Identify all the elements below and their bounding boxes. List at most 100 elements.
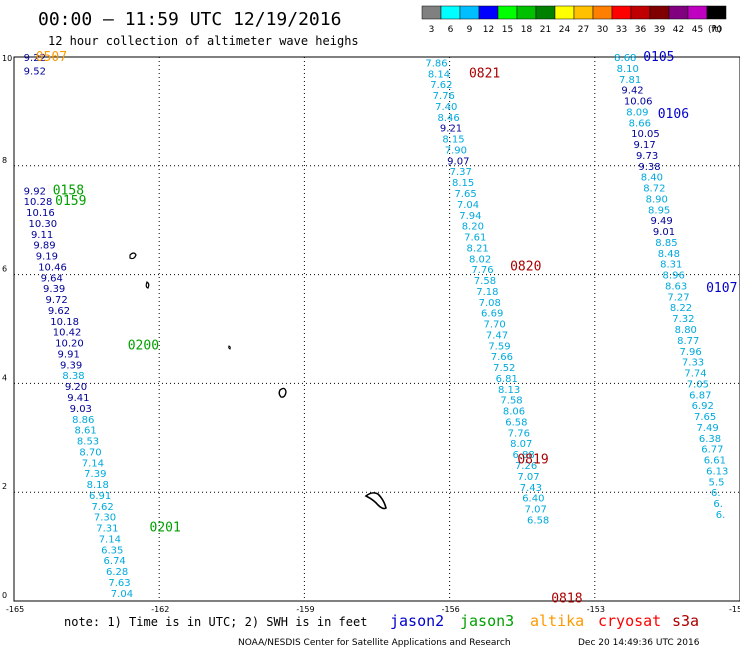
pass-time-s3a: 0819 bbox=[517, 453, 548, 468]
swh-value-jason3: 10.16 bbox=[26, 208, 55, 219]
colorbar-swatch bbox=[516, 5, 537, 20]
swh-value-jason2: 8.66 bbox=[629, 118, 651, 129]
swh-value-jason2: 8.22 bbox=[670, 303, 692, 314]
pass-time-jason3: 0158 bbox=[53, 183, 84, 198]
swh-value-jason2: 9.01 bbox=[653, 227, 675, 238]
swh-value-jason2: 8.72 bbox=[643, 184, 665, 195]
swh-value-s3a: 7.76 bbox=[433, 91, 455, 102]
island-outline bbox=[278, 387, 287, 398]
swh-value-s3a: 7.58 bbox=[474, 276, 496, 287]
swh-value-jason3: 9.41 bbox=[67, 393, 89, 404]
footer-credit: NOAA/NESDIS Center for Satellite Applica… bbox=[238, 638, 511, 648]
swh-value-jason3: 9.91 bbox=[58, 349, 80, 360]
swh-value-jason2: 7.32 bbox=[672, 314, 694, 325]
swh-value-jason3: 9.92 bbox=[24, 186, 46, 197]
swh-value-jason2: 7.05 bbox=[687, 379, 709, 390]
swh-value-jason2: 9.38 bbox=[638, 162, 660, 173]
swh-value-s3a: 7.07 bbox=[525, 505, 547, 516]
chart-title: 00:00 – 11:59 UTC 12/19/2016 bbox=[38, 9, 341, 30]
colorbar-label: 6 bbox=[448, 25, 454, 35]
y-tick-label: 4 bbox=[2, 373, 7, 382]
colorbar-label: 15 bbox=[502, 25, 513, 35]
swh-value-jason2: 8.31 bbox=[660, 260, 682, 271]
swh-value-s3a: 9.21 bbox=[440, 124, 462, 135]
swh-value-s3a: 8.15 bbox=[442, 135, 464, 146]
swh-value-jason2: 9.73 bbox=[636, 151, 658, 162]
colorbar-swatch bbox=[592, 5, 613, 20]
swh-value-s3a: 7.90 bbox=[445, 145, 467, 156]
swh-value-jason3: 9.20 bbox=[65, 382, 87, 393]
colorbar-label: 33 bbox=[616, 25, 627, 35]
colorbar-swatch bbox=[649, 5, 670, 20]
x-tick-label: -15 bbox=[729, 605, 740, 614]
swh-value-jason2: 10.06 bbox=[624, 97, 653, 108]
legend-jason3: jason3 bbox=[460, 612, 514, 630]
swh-value-jason2: 8.10 bbox=[617, 64, 639, 75]
swh-value-jason2: 8.80 bbox=[675, 325, 697, 336]
colorbar-label: 27 bbox=[578, 25, 589, 35]
swh-value-jason2: 9.17 bbox=[634, 140, 656, 151]
swh-value-jason2: 6. bbox=[713, 499, 723, 510]
pass-time-altika: 0507 bbox=[36, 50, 67, 65]
footer-note: note: 1) Time is in UTC; 2) SWH is in fe… bbox=[64, 615, 367, 629]
swh-value-jason3: 6.35 bbox=[101, 545, 123, 556]
y-tick-label: 8 bbox=[2, 156, 7, 165]
swh-value-jason3: 7.14 bbox=[82, 458, 104, 469]
chart-subtitle: 12 hour collection of altimeter wave hei… bbox=[48, 34, 359, 48]
colorbar-label: 30 bbox=[597, 25, 609, 35]
swh-value-jason3: 8.70 bbox=[79, 447, 101, 458]
swh-value-jason2: 9.49 bbox=[650, 216, 672, 227]
swh-value-jason2: 8.77 bbox=[677, 336, 699, 347]
colorbar-swatch bbox=[706, 5, 727, 20]
swh-value-s3a: 7.18 bbox=[476, 287, 498, 298]
x-axis-tick-labels: -165 -162 -159 -156 -153 -15 bbox=[6, 605, 740, 614]
pass-time-s3a: 0820 bbox=[510, 259, 541, 274]
swh-value-s3a: 7.94 bbox=[459, 211, 481, 222]
swh-value-jason3: 7.30 bbox=[94, 513, 116, 524]
swh-value-jason3: 10.18 bbox=[50, 317, 79, 328]
colorbar-label: 9 bbox=[467, 25, 473, 35]
swh-value-s3a: 8.21 bbox=[467, 243, 489, 254]
island-outline bbox=[228, 345, 231, 350]
colorbar-unit: (ft) bbox=[708, 25, 722, 35]
y-tick-label: 0 bbox=[2, 591, 7, 600]
colorbar-label: 24 bbox=[559, 25, 571, 35]
swh-value-jason2: 8.90 bbox=[646, 194, 668, 205]
x-tick-label: -162 bbox=[151, 605, 169, 614]
swh-value-jason3: 6.28 bbox=[106, 567, 128, 578]
swh-value-s3a: 8.06 bbox=[503, 407, 525, 418]
swh-value-jason3: 7.04 bbox=[111, 589, 133, 600]
pass-time-jason3: 0200 bbox=[128, 338, 159, 353]
swh-value-labels: 9.229.529.9210.2810.1610.309.119.899.191… bbox=[24, 53, 729, 600]
swh-value-s3a: 7.40 bbox=[435, 102, 457, 113]
colorbar-label: 42 bbox=[673, 25, 684, 35]
swh-value-jason2: 8.68 bbox=[614, 53, 636, 64]
swh-value-s3a: 7.26 bbox=[515, 461, 537, 472]
plot-frame bbox=[13, 56, 740, 602]
island-outlines bbox=[129, 252, 387, 510]
color-scale-legend: 3 6 9 12 15 18 21 24 27 30 33 36 39 42 45 70 bbox=[421, 5, 727, 35]
swh-value-s3a: 8.46 bbox=[438, 113, 460, 124]
x-tick-label: -159 bbox=[296, 605, 314, 614]
x-tick-label: -153 bbox=[587, 605, 605, 614]
pass-time-jason2: 0105 bbox=[643, 50, 674, 65]
legend-jason2: jason2 bbox=[390, 612, 444, 630]
colorbar-swatch bbox=[687, 5, 708, 20]
swh-value-jason3: 10.28 bbox=[24, 197, 53, 208]
swh-value-jason3: 7.62 bbox=[91, 502, 113, 513]
swh-value-jason2: 8.95 bbox=[648, 205, 670, 216]
swh-value-jason2: 6.61 bbox=[704, 456, 726, 467]
colorbar-swatch bbox=[535, 5, 556, 20]
swh-value-jason3: 9.39 bbox=[43, 284, 65, 295]
swh-value-jason3: 7.14 bbox=[99, 534, 121, 545]
swh-value-jason2: 7.49 bbox=[696, 423, 718, 434]
swh-value-s3a: 7.61 bbox=[464, 233, 486, 244]
swh-value-s3a: 7.58 bbox=[500, 396, 522, 407]
swh-value-jason3: 8.86 bbox=[72, 415, 94, 426]
swh-value-jason3: 9.19 bbox=[36, 252, 58, 263]
swh-value-s3a: 6.69 bbox=[481, 309, 503, 320]
x-tick-label: -156 bbox=[442, 605, 460, 614]
island-outline bbox=[129, 252, 137, 260]
swh-value-jason2: 6. bbox=[716, 510, 726, 521]
colorbar-swatch bbox=[478, 5, 499, 20]
